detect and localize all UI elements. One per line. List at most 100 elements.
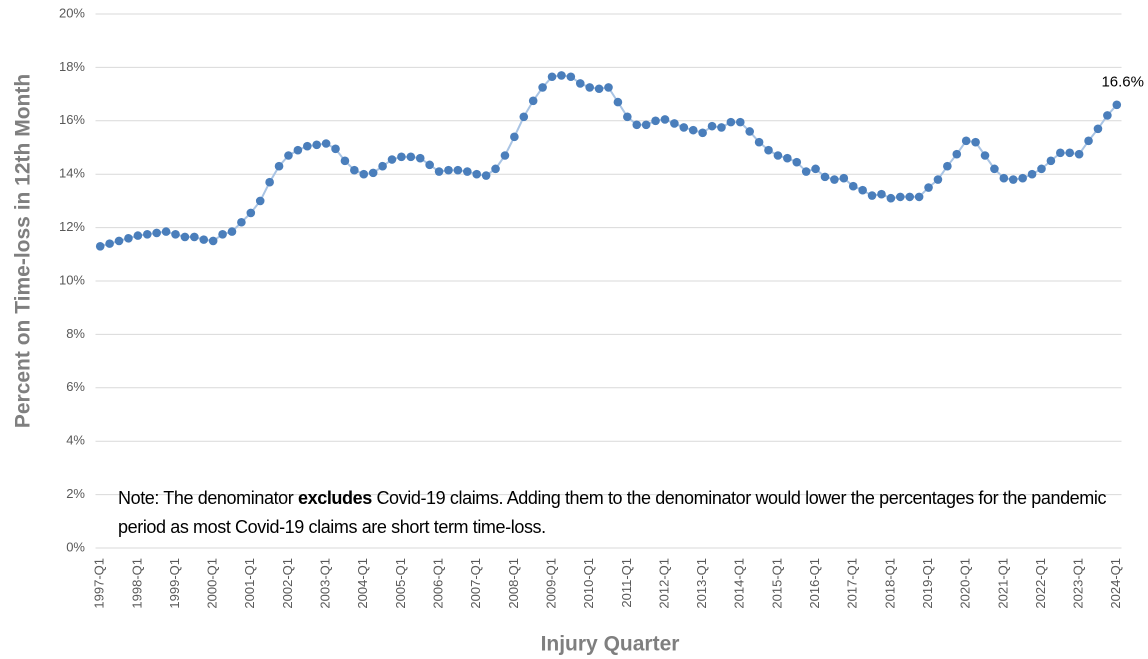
marker [594, 84, 604, 94]
marker [199, 235, 209, 244]
marker [886, 193, 896, 203]
marker [745, 127, 754, 136]
x-tick-label: 2006-Q1 [431, 558, 446, 609]
x-tick-label: 2017-Q1 [845, 558, 860, 609]
y-tick-label: 8% [66, 326, 85, 341]
marker [585, 83, 594, 92]
x-tick-label: 2014-Q1 [732, 558, 747, 609]
y-tick-label: 10% [59, 272, 85, 287]
marker [415, 153, 425, 163]
marker [943, 161, 952, 171]
marker [1074, 149, 1084, 159]
marker [924, 183, 933, 192]
x-tick-label: 2010-Q1 [581, 558, 596, 609]
marker [735, 117, 745, 127]
x-tick-label: 2012-Q1 [656, 558, 671, 609]
marker [246, 208, 256, 218]
x-tick-label: 1999-Q1 [167, 558, 182, 609]
data-label: 16.6% [1101, 74, 1144, 91]
marker [933, 175, 943, 184]
marker [114, 236, 124, 246]
marker [190, 232, 199, 242]
marker [839, 173, 849, 183]
marker [481, 171, 491, 180]
marker [312, 140, 322, 150]
x-tick-label: 2000-Q1 [205, 558, 220, 609]
marker [472, 169, 482, 179]
x-tick-label: 2015-Q1 [769, 558, 784, 609]
x-tick-label: 2020-Q1 [958, 558, 973, 609]
marker [171, 229, 180, 239]
x-tick-label: 2009-Q1 [543, 558, 558, 609]
marker [726, 117, 736, 127]
marker [1046, 156, 1056, 166]
x-tick-label: 2016-Q1 [807, 558, 822, 609]
marker [1018, 173, 1027, 183]
marker [142, 229, 152, 239]
x-tick-label: 2022-Q1 [1033, 558, 1048, 609]
note-text: Note: The denominator [118, 488, 298, 508]
marker [1056, 148, 1065, 158]
marker [971, 137, 980, 147]
marker [792, 157, 802, 167]
marker [952, 149, 962, 159]
x-tick-label: 2001-Q1 [242, 558, 257, 609]
marker [463, 167, 472, 176]
marker [255, 196, 265, 206]
marker [670, 119, 679, 128]
marker [133, 231, 143, 240]
marker [538, 83, 547, 92]
x-tick-label: 2023-Q1 [1071, 558, 1086, 609]
marker [641, 120, 651, 130]
y-tick-label: 20% [59, 5, 85, 20]
note: Note: The denominator excludes Covid-19 … [118, 484, 1138, 542]
y-tick-label: 4% [66, 433, 85, 448]
x-tick-label: 2005-Q1 [393, 558, 408, 609]
marker [453, 165, 463, 175]
marker [848, 181, 858, 191]
x-tick-label: 2004-Q1 [355, 558, 370, 609]
marker [632, 120, 642, 130]
marker [491, 164, 500, 174]
marker [293, 145, 303, 155]
marker [1008, 175, 1018, 184]
marker [905, 192, 915, 202]
marker [990, 164, 999, 174]
marker [218, 229, 227, 239]
marker [444, 165, 453, 175]
marker [1112, 100, 1122, 110]
marker [237, 217, 246, 227]
x-tick-label: 2021-Q1 [995, 558, 1010, 609]
marker [604, 83, 613, 92]
marker [867, 191, 877, 200]
marker [302, 141, 312, 151]
marker [500, 151, 510, 160]
marker [368, 168, 378, 178]
marker [623, 112, 632, 122]
x-tick-label: 1997-Q1 [92, 558, 107, 609]
y-tick-label: 6% [66, 379, 85, 394]
marker [651, 116, 660, 126]
marker [359, 169, 369, 179]
note-bold: excludes [297, 488, 372, 508]
marker [378, 161, 387, 171]
marker [773, 151, 783, 160]
marker [397, 152, 406, 162]
marker [679, 123, 689, 132]
marker [434, 167, 444, 176]
marker [208, 236, 218, 246]
marker [801, 167, 811, 176]
marker [877, 189, 886, 199]
marker [961, 136, 971, 146]
y-tick-label: 14% [59, 166, 85, 181]
note-text: Covid-19 claims. Adding them to the deno… [118, 488, 1107, 537]
x-tick-label: 2018-Q1 [882, 558, 897, 609]
marker [764, 145, 773, 155]
marker [1065, 148, 1075, 158]
marker [698, 128, 707, 138]
line [99, 74, 1118, 248]
y-tick-label: 0% [66, 539, 85, 554]
x-axis-title: Injury Quarter [541, 633, 680, 656]
